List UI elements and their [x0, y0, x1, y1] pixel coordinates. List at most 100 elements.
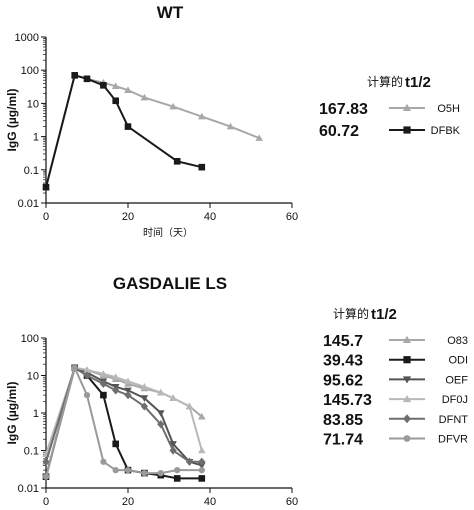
legend-series-name: DFBK [431, 125, 461, 137]
x-tick-label: 0 [43, 211, 49, 223]
data-point-odi [100, 391, 107, 399]
legend-swatch-marker [402, 335, 412, 344]
legend-halflife-value: 39.43 [323, 353, 363, 370]
data-point-odi [198, 475, 206, 482]
y-tick-label: 1000 [15, 32, 39, 44]
legend-halflife-value: 167.83 [319, 101, 368, 118]
x-tick-label: 40 [204, 496, 216, 508]
legend-series-name: DF0J [442, 394, 468, 406]
data-point-dfvr [141, 469, 148, 477]
legend-series-name: O83 [447, 335, 468, 347]
data-point-odi [173, 475, 181, 482]
y-tick-label: 1 [33, 132, 39, 144]
series-line-dfvr [45, 364, 202, 477]
data-point-df0j [185, 402, 194, 410]
data-point-dfvr [83, 391, 91, 399]
data-point-df0j [157, 388, 165, 396]
legend-swatch-marker [402, 376, 412, 384]
legend-swatch-marker [403, 435, 411, 442]
y-tick-label: 10 [27, 98, 39, 110]
chart-panel-1: WT 0.01 0.1 1 10 100 1000 0 20 40 60 IgG (µg/ml) 时间（… [5, 3, 461, 239]
data-point-dfnt [140, 402, 149, 411]
y-axis-label: IgG (µg/ml) [5, 89, 19, 152]
data-point-dfbk [124, 123, 132, 130]
legend-series-name: DFVR [438, 434, 468, 446]
data-point-dfnt [157, 420, 165, 429]
data-point-dfnt [42, 457, 50, 466]
x-tick-label: 20 [122, 496, 134, 508]
data-point-dfnt [83, 371, 91, 380]
data-point-dfbk [173, 158, 181, 165]
data-point-dfvr [112, 466, 119, 474]
data-point-dfbk [100, 82, 107, 89]
data-point-dfvr [174, 466, 181, 474]
legend-halflife-value: 83.85 [323, 412, 363, 429]
y-tick-label: 100 [21, 65, 39, 77]
legend-header-prefix: 计算的 [367, 74, 403, 89]
data-point-dfvr [42, 473, 50, 480]
legend-halflife-value: 145.73 [323, 392, 372, 409]
legend-halflife-value: 95.62 [323, 372, 363, 389]
legend-halflife-value: 145.7 [323, 333, 363, 350]
data-point-o5h [124, 86, 132, 93]
x-tick-label: 40 [204, 211, 216, 223]
series-line-o5h [45, 74, 260, 188]
y-tick-label: 0.01 [18, 198, 39, 210]
legend-header-prefix: 计算的 [333, 306, 369, 321]
data-point-dfvr [71, 364, 78, 371]
data-point-dfnt [112, 386, 120, 395]
chart-title: GASDALIE LS [113, 274, 227, 293]
data-point-oef [124, 387, 132, 395]
data-point-dfbk [42, 183, 50, 191]
legend-swatch-marker [403, 414, 411, 424]
data-point-o83 [198, 412, 206, 420]
y-tick-label: 100 [21, 333, 39, 345]
legend-swatch-marker [403, 356, 411, 364]
data-point-dfvr [198, 466, 205, 474]
data-point-dfvr [124, 466, 132, 474]
data-point-dfbk [198, 163, 206, 171]
data-point-dfvr [157, 469, 164, 477]
legend-swatch-marker [402, 103, 412, 112]
data-point-o5h [226, 122, 235, 130]
data-point-df0j [99, 370, 108, 377]
data-point-o5h [169, 102, 177, 110]
x-tick-label: 60 [286, 211, 298, 223]
data-point-df0j [83, 366, 91, 373]
data-point-o5h [140, 93, 149, 101]
data-point-dfnt [185, 457, 194, 466]
data-point-df0j [111, 373, 120, 381]
legend-series-name: O5H [437, 103, 460, 115]
data-point-oef [169, 441, 177, 448]
data-point-o5h [111, 82, 120, 89]
y-axis-label: IgG (µg/ml) [5, 382, 19, 445]
data-point-dfnt [169, 446, 177, 455]
x-tick-label: 60 [286, 496, 298, 508]
y-tick-label: 0.1 [24, 165, 39, 177]
data-point-dfvr [100, 458, 107, 465]
chart-panel-2: GASDALIE LS 0.01 0.1 1 10 100 0 20 40 60 IgG (µg/m… [5, 274, 468, 508]
x-tick-label: 20 [122, 211, 134, 223]
legend-series-name: DFNT [439, 414, 469, 426]
legend-swatch-marker [402, 394, 412, 403]
y-tick-label: 10 [27, 371, 39, 383]
y-tick-label: 0.1 [24, 446, 39, 458]
legend-series-name: ODI [448, 355, 468, 367]
data-point-dfnt [124, 390, 132, 400]
data-point-dfbk [83, 75, 91, 83]
data-point-dfbk [112, 97, 119, 105]
legend-halflife-value: 60.72 [319, 123, 359, 140]
legend: 计算的 t1/2 145.7 O83 39.43 ODI 95.62 OEF 145.73 DF0… [323, 306, 468, 449]
data-point-dfnt [99, 379, 108, 388]
data-point-dfnt [198, 457, 206, 466]
legend-header-halflife: t1/2 [405, 74, 431, 91]
series-line-df0j [45, 366, 203, 455]
data-point-df0j [169, 394, 177, 401]
data-point-df0j [124, 377, 132, 385]
x-axis-label: 时间（天） [143, 226, 193, 239]
legend-swatch-marker [403, 126, 411, 134]
data-point-o5h [255, 134, 263, 141]
data-point-oef [198, 462, 206, 470]
legend: 计算的 t1/2 167.83 O5H 60.72 DFBK [319, 74, 461, 140]
